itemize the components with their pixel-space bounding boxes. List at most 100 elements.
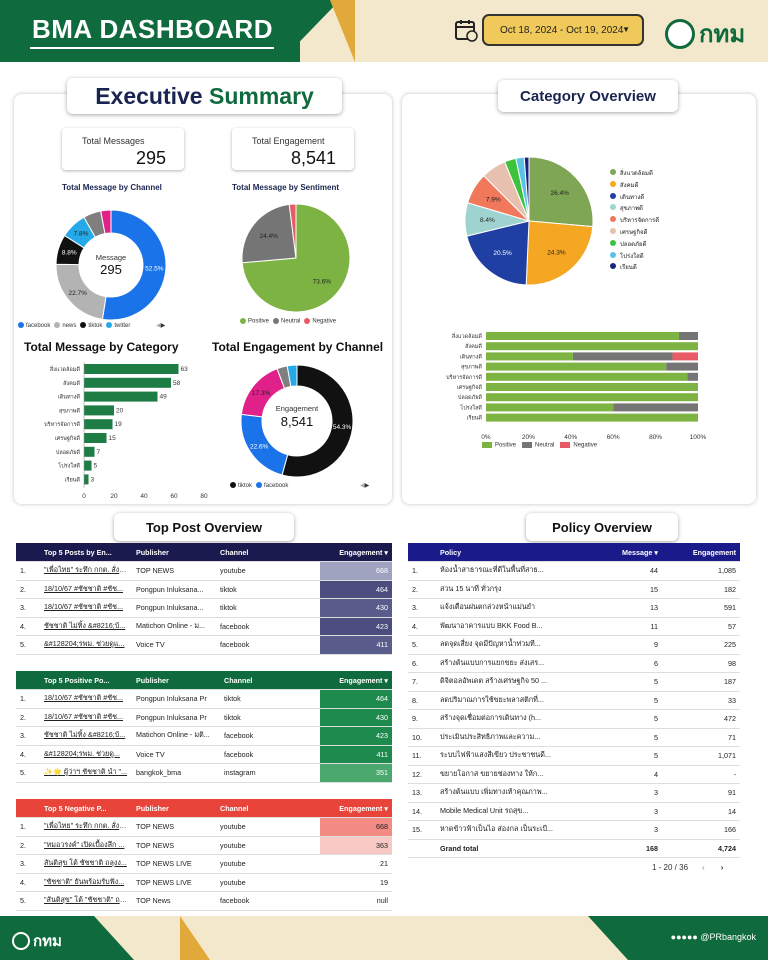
stacked-segment-pos[interactable] xyxy=(486,393,698,402)
stacked-segment-neu[interactable] xyxy=(687,372,698,381)
table-cell: สร้างจุดเชื่อมต่อการเดินทาง (h... xyxy=(436,709,558,729)
stacked-segment-pos[interactable] xyxy=(486,352,573,361)
stacked-segment-neu[interactable] xyxy=(572,352,673,361)
category-bar[interactable] xyxy=(84,377,171,388)
legend-prev-arrow[interactable]: ◀ xyxy=(156,323,161,329)
table-row[interactable]: 1. 18/10/67 #ชัชชาติ #ชัช... Pongpun Inluk… xyxy=(16,689,392,709)
category-bar[interactable] xyxy=(84,460,92,471)
table-cell: TOP NEWS xyxy=(132,817,216,837)
table-row[interactable]: 2. 18/10/67 #ชัชชาติ #ชัช... Pongpun Inluk… xyxy=(16,580,392,599)
category-bar[interactable] xyxy=(84,474,89,485)
col-header[interactable]: Publisher xyxy=(132,799,216,818)
legend-prev-arrow[interactable]: ◀ xyxy=(360,483,365,489)
table-row[interactable]: 11. ระบบไฟฟ้าแสงสีเขียว ประชาชนดี... 5 1,07… xyxy=(408,746,740,766)
category-bar[interactable] xyxy=(84,405,114,416)
col-header[interactable]: Message ▾ xyxy=(558,543,662,562)
table-row[interactable]: 2. สวน 15 นาที ทั่วกรุง 15 182 xyxy=(408,580,740,599)
col-header[interactable]: Engagement ▾ xyxy=(320,799,392,818)
social-handle[interactable]: ●●●●● @PRbangkok xyxy=(670,932,756,942)
col-header[interactable]: Publisher xyxy=(132,543,216,562)
table-row[interactable]: 9. สร้างจุดเชื่อมต่อการเดินทาง (h... 5 472 xyxy=(408,709,740,729)
slice-Negative[interactable] xyxy=(288,203,297,259)
stacked-segment-neu[interactable] xyxy=(678,332,698,340)
table-row[interactable]: 15. หาดข้าวฟ้าเป็นไอ ส่องกล เป็นระเบี... 3… xyxy=(408,820,740,840)
category-bar[interactable] xyxy=(84,364,179,374)
table-row[interactable]: 4. ชัชชาติ ไม่ทิ้ง &#8216;บ้... Matichon O… xyxy=(16,617,392,636)
table-row[interactable]: 4. พัฒนาอาคารแบบ BKK Food B... 11 57 xyxy=(408,617,740,636)
table-row[interactable]: 8. ลดปริมาณการใช้ขยะพลาสติกที่... 5 33 xyxy=(408,691,740,710)
table-row[interactable]: 6. สร้างต้นแบบการแยกขยะ ส่งเสร... 6 98 xyxy=(408,654,740,673)
slice-tiktok[interactable] xyxy=(281,364,354,478)
next-page-button[interactable]: › xyxy=(720,863,724,872)
table-cell: 5 xyxy=(558,728,662,747)
table-row[interactable]: 5. ลดจุดเสี่ยง จุดมีปัญหาน้ำท่วมที... 9 225 xyxy=(408,635,740,655)
stacked-segment-pos[interactable] xyxy=(486,383,698,391)
stacked-segment-pos[interactable] xyxy=(486,362,667,371)
table-row[interactable]: 3. แจ้งเตือนฝนตกล่วงหน้าแม่นยำ 13 591 xyxy=(408,598,740,618)
table-row[interactable]: 5. &#128204;รพม. ช่วยดูแ... Voice TV facebo… xyxy=(16,635,392,655)
legend-item: สุขภาพดี xyxy=(610,203,659,215)
table-row[interactable]: 13. สร้างต้นแบบ เพิ่มทางเท้าคุณภาพ... 3 91 xyxy=(408,783,740,803)
table-row[interactable]: 5. "สันติสุข" โต้ "ชัชชาติ" ถล... TOP News… xyxy=(16,891,392,911)
slice-facebook[interactable] xyxy=(101,209,167,321)
prev-page-button[interactable]: ‹ xyxy=(702,863,705,872)
col-header[interactable]: Publisher xyxy=(132,671,220,690)
category-bar[interactable] xyxy=(84,446,95,457)
category-bar[interactable] xyxy=(84,391,158,402)
col-header[interactable]: Channel xyxy=(216,799,320,818)
table-row[interactable]: 14. Mobile Medical Unit รถสุข... 3 14 xyxy=(408,802,740,821)
legend-next-arrow[interactable]: ▶ xyxy=(364,483,370,489)
table-row[interactable]: 10. ประเมินประสิทธิภาพและความ... 5 71 xyxy=(408,728,740,747)
col-header[interactable]: Top 5 Negative P... xyxy=(40,799,132,818)
col-header[interactable]: Engagement ▾ xyxy=(320,671,392,690)
slice-other2[interactable] xyxy=(286,364,298,388)
col-header[interactable]: Top 5 Posts by En... xyxy=(40,543,132,562)
table-row[interactable]: 2. 18/10/67 #ชัชชาติ #ชัช... Pongpun Inluk… xyxy=(16,708,392,727)
table-row[interactable]: 1. ห้องน้ำสาธารณะที่ดีในพื้นที่สาธ... 44 1,… xyxy=(408,561,740,581)
stacked-segment-pos[interactable] xyxy=(486,342,698,351)
table-row[interactable]: 5. ✨🌟 ผู้ว่าฯ ชัชชาติ นำ "... bangkok_bma i… xyxy=(16,763,392,783)
col-header[interactable]: Channel xyxy=(216,543,320,562)
col-header[interactable]: Engagement ▾ xyxy=(320,543,392,562)
table-row[interactable]: 12. ขยายโอกาส ขยายช่องทาง ให้ก... 4- xyxy=(408,765,740,784)
table-row[interactable]: 2. "หมอวรงค์" เปิดเบื้องลึก ... TOP NEWS yo… xyxy=(16,836,392,855)
legend-next-arrow[interactable]: ▶ xyxy=(160,323,166,329)
col-header[interactable]: Channel xyxy=(220,671,320,690)
date-range-picker[interactable]: Oct 18, 2024 - Oct 19, 2024 ▼ xyxy=(482,14,644,46)
stacked-segment-pos[interactable] xyxy=(486,372,688,381)
stacked-segment-neu[interactable] xyxy=(613,403,698,412)
stacked-segment-pos[interactable] xyxy=(486,413,698,422)
slice-สิ่งแวดล้อมดี[interactable] xyxy=(528,156,594,228)
table-row[interactable]: 1. "เพื่อไทย" ระทึก กกต. สั่งส... TOP NEWS… xyxy=(16,817,392,837)
slice-other2[interactable] xyxy=(100,209,112,235)
table-row[interactable]: 4. "ชัชชาติ" ยันพร้อมรับฟัง... TOP NEWS LI… xyxy=(16,873,392,892)
col-header[interactable]: Top 5 Positive Po... xyxy=(40,671,132,690)
top-posts-table: Top 5 Posts by En... Publisher Channel Enga… xyxy=(16,543,392,655)
axis-tick: 100% xyxy=(690,434,707,441)
col-header[interactable] xyxy=(408,543,436,562)
category-bar[interactable] xyxy=(84,433,107,443)
stacked-segment-pos[interactable] xyxy=(486,403,614,412)
stacked-segment-pos[interactable] xyxy=(486,332,679,340)
table-row[interactable]: 3. 18/10/67 #ชัชชาติ #ชัช... Pongpun Inluk… xyxy=(16,598,392,618)
stacked-segment-neg[interactable] xyxy=(672,352,698,361)
slice-เรียนดี[interactable] xyxy=(523,156,530,222)
category-bar[interactable] xyxy=(84,419,113,430)
col-header[interactable]: Policy xyxy=(436,543,558,562)
table-row[interactable]: 1. "เพื่อไทย" ระทึก กกต. สั่งสอ... TOP NEW… xyxy=(16,561,392,581)
table-row[interactable]: 3. ชัชชาติ ไม่ทิ้ง &#8216;บ้... Matichon O… xyxy=(16,726,392,746)
table-row[interactable]: 3. สันติสุข โต้ ชัชชาติ ถลุงง... TOP NEWS … xyxy=(16,854,392,874)
table-cell: 18/10/67 #ชัชชาติ #ชัช... xyxy=(40,580,132,599)
slice-เดินทางดี[interactable] xyxy=(466,220,530,286)
table-cell: 182 xyxy=(662,580,740,599)
table-row[interactable]: 7. ดิจิตอลอัพเดต สร้างเศรษฐกิจ 50 ... 5 187 xyxy=(408,672,740,692)
table-row[interactable]: 4. &#128204;รพม. ช่วยดู... Voice TV faceboo… xyxy=(16,745,392,764)
stacked-segment-neu[interactable] xyxy=(666,362,698,371)
table-cell: 10. xyxy=(408,728,436,747)
table-cell: 91 xyxy=(662,783,740,803)
axis-tick: 20 xyxy=(110,493,118,500)
category-label: สุขภาพดี xyxy=(461,364,482,371)
col-header[interactable]: Engagement xyxy=(662,543,740,562)
slice-Neutral[interactable] xyxy=(241,203,297,264)
slice-สังคมดี[interactable] xyxy=(525,220,594,286)
